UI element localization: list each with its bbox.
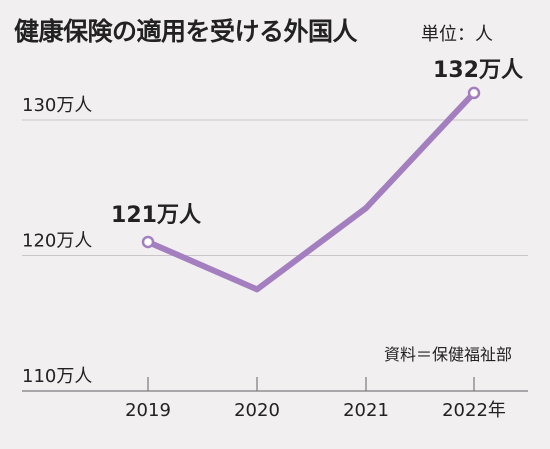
x-axis	[22, 377, 528, 392]
x-axis-labels: 2019 2020 2021 2022年	[125, 400, 506, 421]
x-tick-label-2021: 2021	[343, 400, 389, 421]
chart-title: 健康保険の適用を受ける外国人	[14, 17, 358, 46]
annotation-layer: 121万人 132万人	[111, 58, 523, 249]
series-layer	[145, 89, 477, 293]
data-label-2022: 132万人	[433, 58, 523, 83]
x-tick-label-2022: 2022年	[442, 400, 506, 421]
series-line	[145, 89, 477, 293]
x-tick-label-2020: 2020	[234, 400, 280, 421]
data-point-2019	[141, 235, 155, 249]
y-tick-label-130: 130万人	[22, 95, 92, 116]
y-tick-label-120: 120万人	[22, 231, 92, 252]
x-tick-label-2019: 2019	[125, 400, 171, 421]
unit-label: 単位：人	[421, 24, 493, 45]
data-point-2022	[467, 86, 481, 100]
grid-layer	[22, 119, 528, 256]
y-tick-label-110: 110万人	[22, 366, 92, 387]
source-note: 資料＝保健福祉部	[384, 345, 513, 364]
data-label-2019: 121万人	[111, 203, 201, 228]
y-axis-labels: 110万人 120万人 130万人	[22, 95, 92, 387]
